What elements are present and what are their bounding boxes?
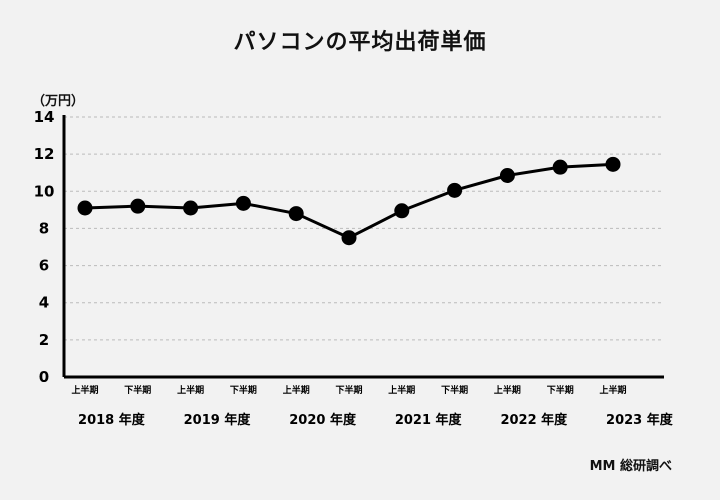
x-tick-label: 下半期 [335, 384, 362, 396]
y-tick-label: 12 [34, 145, 55, 163]
y-tick-label: 2 [39, 331, 49, 349]
data-point [394, 203, 410, 219]
y-tick-label: 6 [39, 257, 49, 275]
x-tick-label: 下半期 [547, 384, 574, 396]
data-point [288, 206, 304, 222]
data-point [341, 230, 357, 246]
data-point [605, 156, 621, 172]
data-point [183, 200, 199, 216]
x-year-label: 2021 年度 [395, 412, 463, 428]
source-note: MM 総研調べ [589, 459, 672, 474]
x-year-label: 2023 年度 [606, 412, 674, 428]
x-tick-label: 上半期 [71, 384, 98, 396]
data-point [77, 200, 93, 216]
x-year-label: 2019 年度 [184, 412, 252, 428]
y-tick-label: 0 [39, 368, 49, 386]
chart-title: パソコンの平均出荷単価 [233, 30, 487, 55]
x-tick-label: 上半期 [283, 384, 310, 396]
series-line [84, 162, 614, 240]
data-point [552, 159, 568, 175]
y-tick-label: 4 [39, 294, 49, 312]
y-tick-label: 14 [34, 108, 55, 126]
x-tick-label: 上半期 [388, 384, 415, 396]
x-year-label: 2022 年度 [500, 412, 568, 428]
x-tick-label: 上半期 [177, 384, 204, 396]
x-tick-label: 上半期 [599, 384, 626, 396]
x-tick-label: 上半期 [494, 384, 521, 396]
x-year-label: 2018 年度 [78, 412, 146, 428]
data-point [499, 168, 515, 183]
x-tick-label: 下半期 [230, 384, 257, 396]
y-tick-label: 8 [39, 219, 49, 237]
y-axis-unit-label: （万円） [32, 94, 85, 109]
x-tick-label: 下半期 [124, 384, 151, 396]
data-point [235, 195, 251, 211]
data-point [447, 182, 463, 198]
x-year-label: 2020 年度 [289, 412, 357, 428]
y-tick-label: 10 [34, 182, 55, 200]
x-tick-label: 下半期 [441, 384, 468, 396]
data-point [130, 198, 146, 214]
